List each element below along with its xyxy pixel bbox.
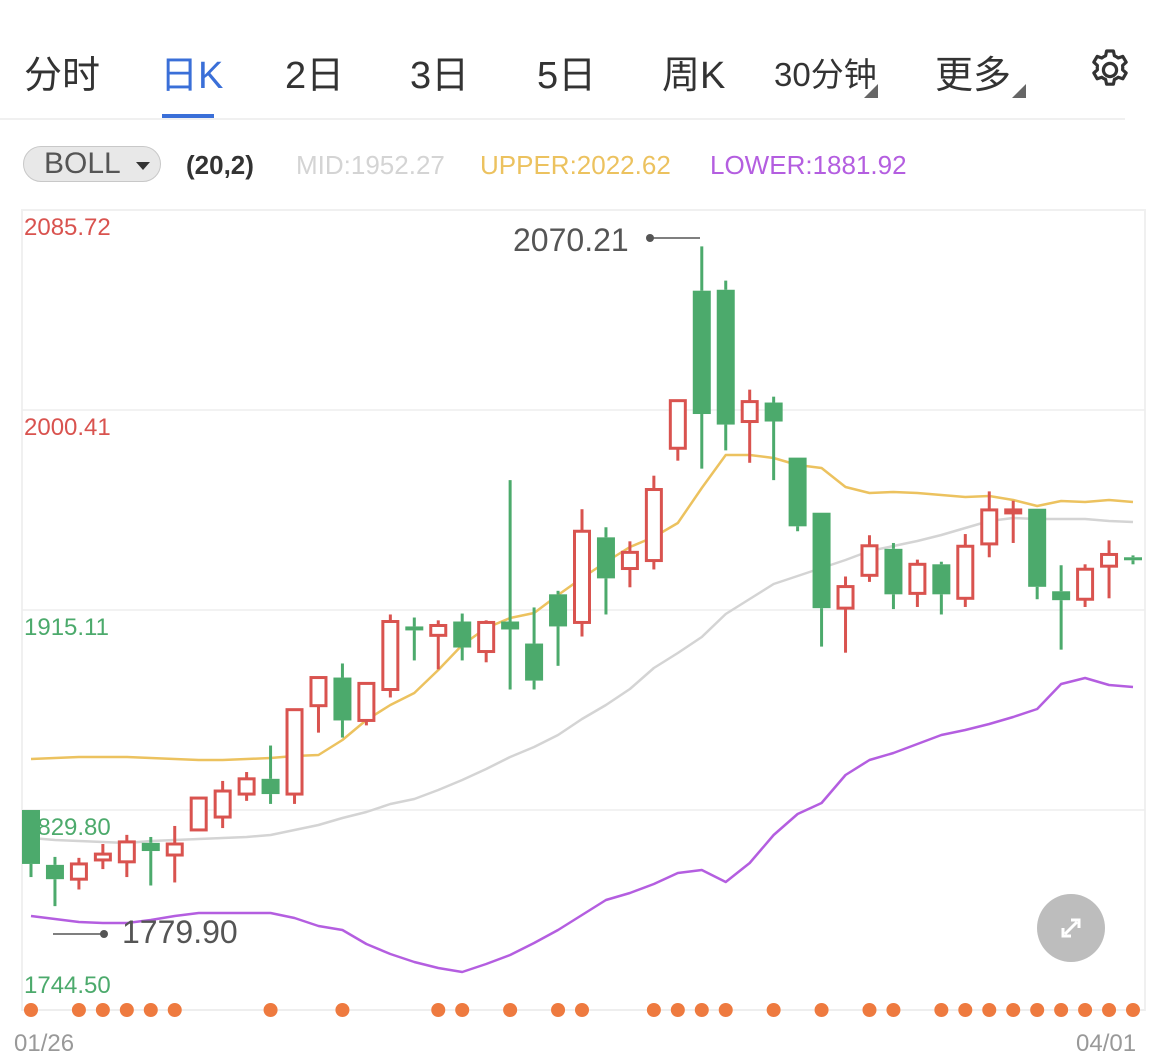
- tab-daily-k[interactable]: 日K: [160, 55, 224, 97]
- gear-icon[interactable]: [1086, 46, 1134, 94]
- high-price-annotation: 2070.21: [513, 222, 629, 258]
- active-tab-indicator: [162, 114, 214, 118]
- legend-upper: UPPER:2022.62: [480, 150, 671, 180]
- indicator-name: BOLL: [44, 147, 121, 180]
- tab-2day[interactable]: 2日: [285, 55, 345, 97]
- dropdown-corner-icon: [864, 84, 878, 98]
- tabs-divider: [0, 118, 1125, 120]
- y-axis-label-min: 1744.50: [24, 972, 111, 999]
- tab-intraday[interactable]: 分时: [24, 55, 101, 97]
- caret-down-icon: [136, 162, 150, 170]
- indicator-legend: BOLL (20,2) MID:1952.27 UPPER:2022.62 LO…: [0, 140, 1169, 190]
- x-axis-end-date: 04/01: [1076, 1030, 1137, 1057]
- fullscreen-button[interactable]: [1037, 894, 1105, 962]
- tab-more[interactable]: 更多: [935, 55, 1012, 97]
- y-axis-label-2: 2000.41: [24, 414, 111, 441]
- indicator-select[interactable]: BOLL: [23, 146, 161, 182]
- expand-arrows-icon: [1061, 918, 1081, 938]
- low-price-annotation: 1779.90: [122, 914, 238, 950]
- tab-3day[interactable]: 3日: [410, 55, 470, 97]
- x-axis-start-date: 01/26: [14, 1030, 75, 1057]
- indicator-params: (20,2): [186, 150, 254, 180]
- y-axis-label-max: 2085.72: [24, 214, 111, 241]
- period-tabs: 分时 日K 2日 3日 5日 周K 30分钟 更多: [0, 0, 1169, 120]
- tab-30min[interactable]: 30分钟: [774, 56, 877, 93]
- tab-5day[interactable]: 5日: [537, 55, 597, 97]
- chart-canvas: [21, 209, 1146, 1017]
- legend-mid: MID:1952.27: [296, 150, 445, 180]
- y-axis-label-4: 1829.80: [24, 814, 111, 841]
- tab-weekly-k[interactable]: 周K: [662, 55, 726, 97]
- dropdown-corner-icon: [1012, 84, 1026, 98]
- y-axis-label-3: 1915.11: [24, 614, 109, 641]
- kline-chart[interactable]: 2085.72 2000.41 1915.11 1829.80 1744.50 …: [0, 200, 1169, 1062]
- legend-lower: LOWER:1881.92: [710, 150, 907, 180]
